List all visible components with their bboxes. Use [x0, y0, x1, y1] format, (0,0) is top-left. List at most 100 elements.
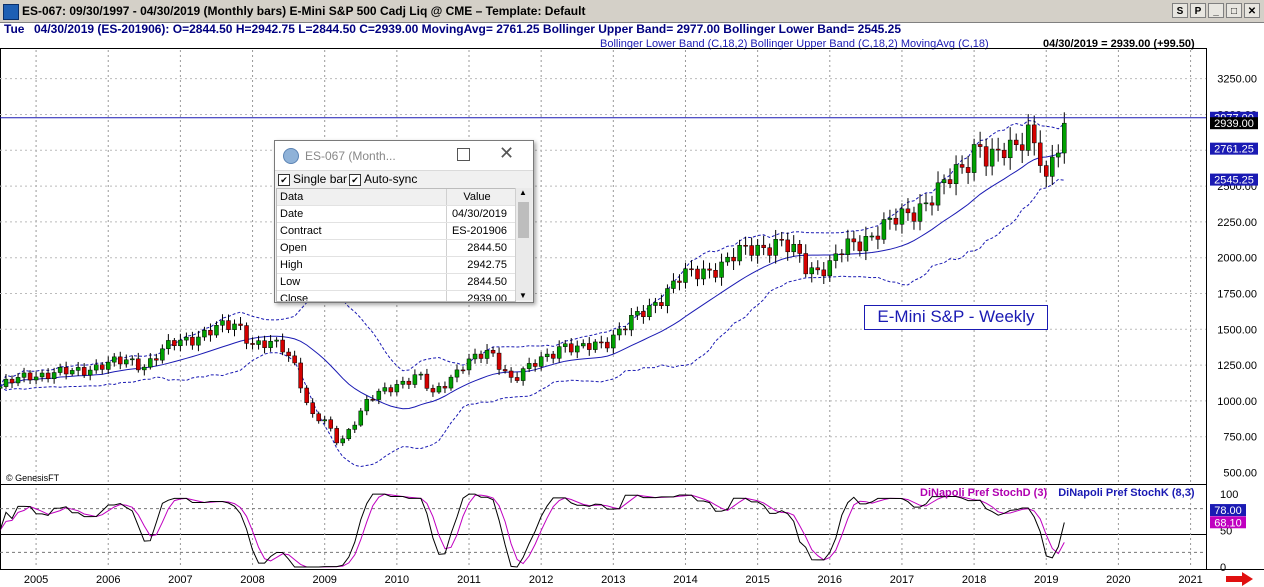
candle: [689, 260, 694, 277]
data-grid-scrollbar[interactable]: ▲ ▼: [515, 188, 532, 300]
candle: [725, 252, 730, 266]
maximize-icon[interactable]: [457, 148, 470, 161]
candle: [587, 337, 592, 356]
auto-sync-checkbox[interactable]: ✔: [349, 174, 361, 186]
table-row: Date 04/30/2019: [277, 206, 515, 223]
x-tick-label: 2013: [601, 574, 625, 586]
y-tick-label: 2000.00: [1217, 253, 1257, 265]
single-bar-checkbox[interactable]: ✔: [278, 174, 290, 186]
candle: [899, 203, 905, 234]
candle: [196, 330, 201, 352]
candle: [671, 273, 676, 294]
row-key: High: [277, 257, 447, 273]
candle: [430, 384, 436, 397]
candle: [51, 367, 57, 384]
s-button[interactable]: S: [1172, 3, 1188, 18]
close-button[interactable]: ✕: [1244, 3, 1260, 18]
table-row: Open 2844.50: [277, 240, 515, 257]
minimize-button[interactable]: _: [1208, 3, 1224, 18]
candle: [857, 235, 863, 257]
candle: [418, 371, 424, 380]
candle: [15, 373, 21, 387]
candle: [27, 370, 33, 384]
p-button[interactable]: P: [1190, 3, 1206, 18]
candle: [581, 339, 586, 349]
candle: [1001, 142, 1007, 166]
candle: [3, 374, 9, 389]
last-price-info: 04/30/2019 = 2939.00 (+99.50): [1043, 38, 1195, 50]
x-tick-label: 2008: [240, 574, 264, 586]
header-value: Value: [463, 191, 491, 203]
data-grid: Data Value Date 04/30/2019 Contract ES-201…: [276, 188, 516, 302]
candle: [1013, 133, 1019, 151]
candle: [538, 351, 544, 371]
candle: [665, 284, 670, 314]
candle: [124, 354, 129, 368]
candle: [130, 355, 135, 366]
candle: [298, 357, 303, 393]
x-tick-label: 2020: [1106, 574, 1130, 586]
candle: [226, 314, 231, 334]
data-window-header[interactable]: ES-067 (Month... ✕: [275, 141, 533, 171]
candle: [388, 384, 394, 397]
candle: [111, 353, 117, 367]
candle: [214, 321, 219, 338]
candle: [448, 374, 454, 391]
candle: [358, 407, 364, 427]
candle: [256, 335, 261, 350]
candle: [713, 263, 718, 283]
auto-sync-label: Auto-sync: [364, 172, 418, 186]
row-key: Contract: [277, 223, 447, 239]
data-window-title: ES-067 (Month...: [305, 149, 396, 163]
y-tick-label: 3250.00: [1217, 74, 1257, 86]
candle: [556, 340, 562, 363]
candle: [923, 193, 929, 212]
candle: [761, 235, 766, 256]
candle: [617, 322, 622, 341]
candle: [1031, 115, 1037, 156]
scroll-right-arrow-icon[interactable]: [1226, 572, 1254, 586]
row-key: Low: [277, 274, 447, 290]
scroll-down-icon[interactable]: ▼: [519, 291, 527, 300]
y-tick-label: 500.00: [1223, 468, 1257, 480]
candle: [274, 337, 279, 348]
candle: [971, 138, 977, 181]
candle: [406, 377, 412, 389]
candle: [520, 366, 526, 386]
candle: [785, 232, 790, 261]
candle: [280, 333, 285, 356]
candle: [623, 325, 628, 336]
y-tick-label: 1000.00: [1217, 396, 1257, 408]
candle: [466, 353, 472, 375]
candle: [677, 274, 682, 291]
price-pane: [0, 48, 1207, 535]
y-tick-label: 1500.00: [1217, 324, 1257, 336]
candle: [460, 366, 466, 374]
scroll-thumb[interactable]: [518, 202, 529, 238]
globe-icon: [283, 148, 299, 164]
data-window[interactable]: ES-067 (Month... ✕ ✔ Single bar ✔ Auto-s…: [274, 140, 534, 303]
candle: [400, 376, 406, 389]
candle: [9, 375, 15, 388]
candle: [881, 212, 887, 244]
candle: [1019, 132, 1025, 164]
watermark: © GenesisFT: [6, 473, 60, 483]
candle: [743, 236, 748, 255]
candle: [81, 363, 87, 378]
restore-button[interactable]: □: [1226, 3, 1242, 18]
candle: [136, 352, 141, 373]
candle: [815, 260, 821, 275]
candle: [304, 385, 309, 406]
candle: [659, 294, 664, 309]
x-tick-label: 2014: [673, 574, 697, 586]
close-icon[interactable]: ✕: [499, 143, 515, 163]
candle: [262, 335, 267, 354]
candle: [719, 253, 724, 286]
x-tick-label: 2006: [96, 574, 120, 586]
candle: [797, 239, 802, 263]
candle: [292, 350, 297, 366]
scroll-up-icon[interactable]: ▲: [519, 188, 527, 197]
candle: [599, 335, 604, 349]
candle: [220, 314, 225, 333]
